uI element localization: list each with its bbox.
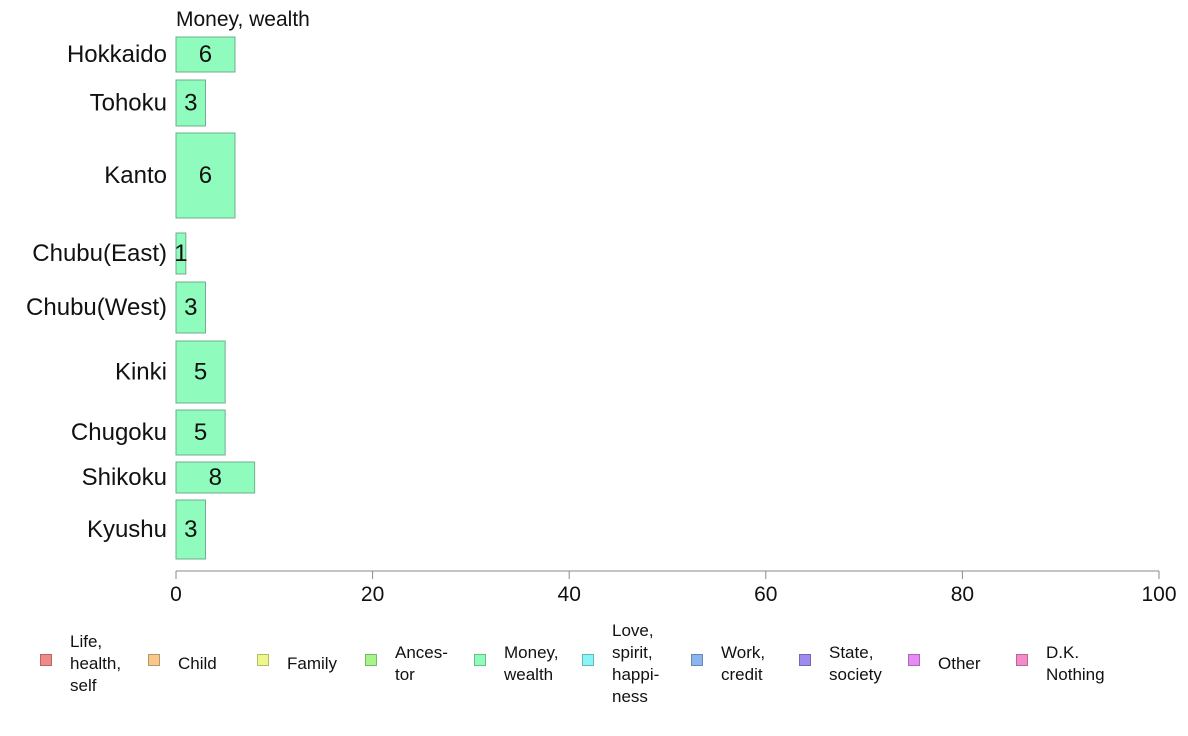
legend-swatch <box>799 654 811 666</box>
category-label: Chugoku <box>71 419 167 446</box>
legend-label: Ances- tor <box>395 643 448 684</box>
chart-title: Money, wealth <box>176 8 310 31</box>
bar-chubu-west- <box>175 281 206 334</box>
legend-swatch <box>582 654 594 666</box>
legend-label: Other <box>938 654 981 673</box>
legend-label: Family <box>287 654 338 673</box>
legend-label: Money, wealth <box>504 643 559 684</box>
legend-label: Love, spirit, happi- ness <box>612 621 660 706</box>
x-tick-label: 100 <box>1141 583 1176 606</box>
legend-label: D.K. Nothing <box>1046 643 1105 684</box>
x-tick-label: 80 <box>951 583 974 606</box>
data-label: 6 <box>199 41 212 68</box>
bar-shikoku <box>175 461 256 494</box>
data-label: 6 <box>199 162 212 189</box>
x-tick-label: 0 <box>170 583 182 606</box>
bar-kanto <box>175 132 236 219</box>
legend-swatch <box>257 654 269 666</box>
data-label: 5 <box>194 359 207 386</box>
bar-kinki <box>175 340 226 404</box>
bar-tohoku <box>175 79 206 127</box>
legend-label: Work, credit <box>721 643 766 684</box>
legend-swatch <box>908 654 920 666</box>
legend-swatch <box>365 654 377 666</box>
legend-swatch <box>148 654 160 666</box>
x-tick-label: 20 <box>361 583 384 606</box>
legend-swatch <box>1016 654 1028 666</box>
category-label: Hokkaido <box>67 41 167 68</box>
data-label: 1 <box>174 240 187 267</box>
category-label: Kanto <box>104 162 167 189</box>
legend-swatch <box>40 654 52 666</box>
x-tick-label: 40 <box>558 583 581 606</box>
bar-kyushu <box>175 499 206 560</box>
category-label: Kyushu <box>87 516 167 543</box>
category-label: Chubu(East) <box>32 240 167 267</box>
category-label: Shikoku <box>82 464 167 491</box>
data-label: 8 <box>209 464 222 491</box>
legend-label: State, society <box>829 643 882 684</box>
legend-swatch <box>474 654 486 666</box>
category-label: Chubu(West) <box>26 294 167 321</box>
legend-label: Life, health, self <box>70 632 122 695</box>
data-label: 3 <box>184 90 197 117</box>
bar-chugoku <box>175 409 226 456</box>
x-tick-label: 60 <box>754 583 777 606</box>
category-label: Kinki <box>115 359 167 386</box>
legend-label: Child <box>178 654 217 673</box>
legend-swatch <box>691 654 703 666</box>
data-label: 5 <box>194 419 207 446</box>
bar-hokkaido <box>175 36 236 73</box>
data-label: 3 <box>184 516 197 543</box>
category-label: Tohoku <box>90 90 167 117</box>
data-label: 3 <box>184 294 197 321</box>
bar-chubu-east- <box>175 232 187 275</box>
